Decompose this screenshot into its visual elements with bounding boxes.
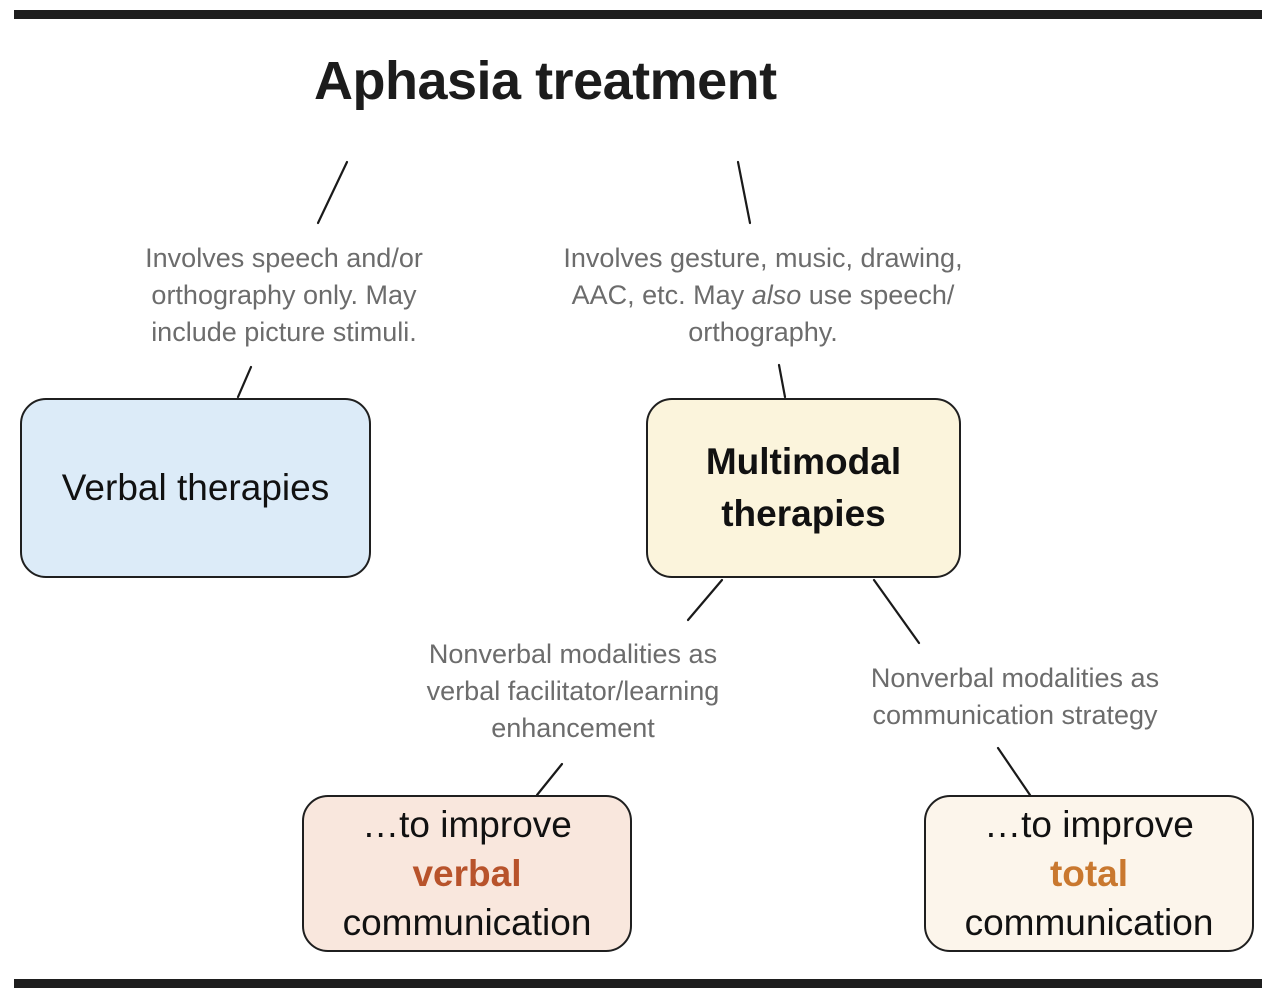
facilitator-description: Nonverbal modalities as verbal facilitat… — [383, 636, 763, 747]
multimodal-description-text: AAC, etc. May — [571, 280, 752, 310]
multimodal-description-line: AAC, etc. May also use speech/ — [518, 277, 1008, 314]
multimodal-therapies-label: therapies — [721, 493, 886, 534]
improve-verbal-line: communication — [342, 902, 592, 943]
facilitator-description-line: Nonverbal modalities as — [428, 639, 718, 669]
strategy-description: Nonverbal modalities as communication st… — [830, 660, 1200, 734]
connector-strategy-to-improve-total — [996, 746, 1032, 797]
facilitator-description-line: enhancement — [491, 713, 655, 743]
bottom-rule — [14, 979, 1262, 988]
multimodal-description-line: orthography. — [688, 317, 838, 347]
facilitator-description-line: verbal facilitator/learning — [426, 676, 720, 706]
improve-verbal-line: …to improve — [362, 804, 572, 845]
multimodal-description-text: use speech/ — [801, 280, 955, 310]
connector-multimodal-to-facilitator — [686, 578, 724, 622]
verbal-description-line: orthography only. May — [151, 280, 417, 310]
top-rule — [14, 10, 1262, 19]
connector-title-to-multimodal-note — [736, 160, 752, 225]
verbal-description: Involves speech and/or orthography only.… — [104, 240, 464, 351]
total-accent-word: total — [1049, 853, 1129, 894]
verbal-description-line: include picture stimuli. — [151, 317, 417, 347]
connector-verbal-note-to-box — [236, 365, 253, 399]
connector-multimodal-note-to-box — [777, 363, 787, 399]
verbal-description-line: Involves speech and/or — [145, 243, 423, 273]
multimodal-description: Involves gesture, music, drawing, AAC, e… — [518, 240, 1008, 351]
multimodal-description-line: Involves gesture, music, drawing, — [563, 243, 963, 273]
improve-total-line: …to improve — [984, 804, 1194, 845]
multimodal-therapies-box: Multimodal therapies — [646, 398, 961, 578]
connector-multimodal-to-strategy — [872, 578, 921, 645]
improve-total-communication-box: …to improve total communication — [924, 795, 1254, 952]
verbal-therapies-box: Verbal therapies — [20, 398, 371, 578]
verbal-accent-word: verbal — [412, 853, 522, 894]
connector-title-to-verbal-note — [316, 160, 349, 225]
strategy-description-line: communication strategy — [872, 700, 1158, 730]
multimodal-description-emphasis: also — [751, 280, 802, 310]
improve-total-line: communication — [964, 902, 1214, 943]
multimodal-therapies-label: Multimodal — [705, 441, 902, 482]
improve-verbal-communication-box: …to improve verbal communication — [302, 795, 632, 952]
connector-facilitator-to-improve-verbal — [535, 762, 564, 797]
strategy-description-line: Nonverbal modalities as — [870, 663, 1160, 693]
page-title: Aphasia treatment — [314, 51, 777, 111]
verbal-therapies-label: Verbal therapies — [61, 467, 330, 508]
